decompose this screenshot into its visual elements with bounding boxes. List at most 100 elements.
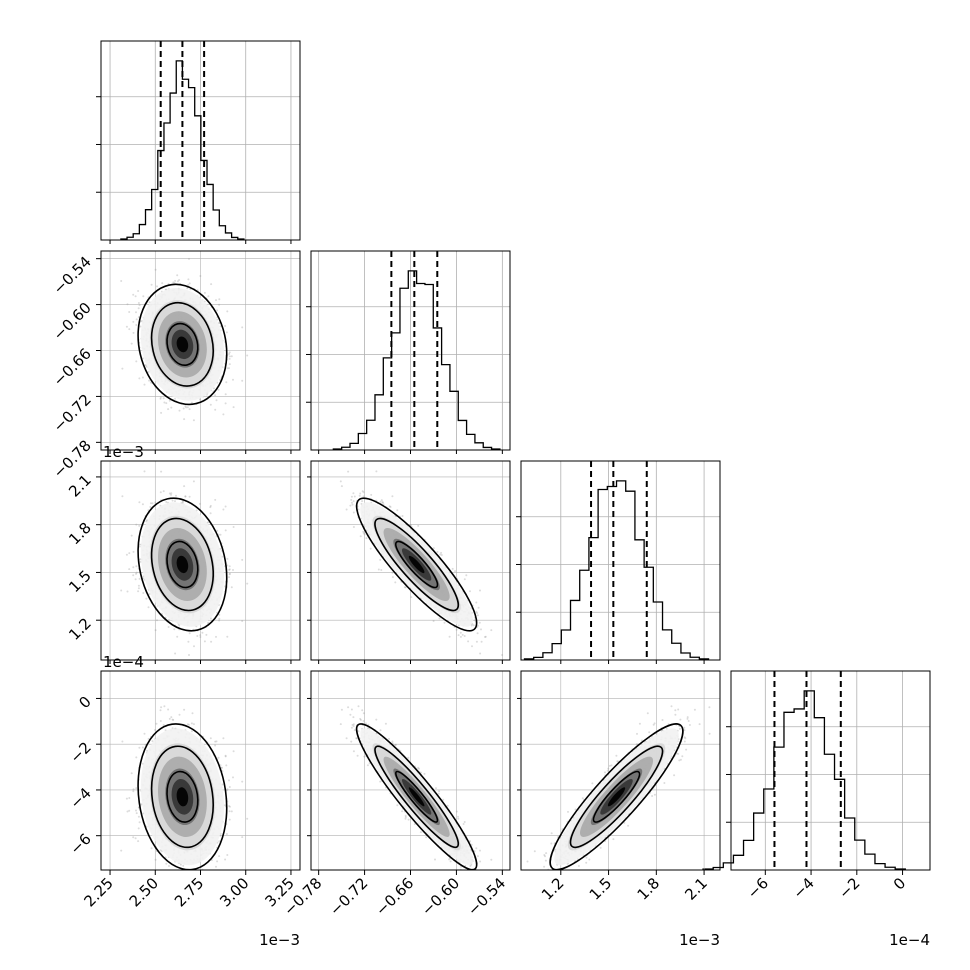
sample-point — [132, 293, 135, 296]
sample-point — [214, 394, 217, 397]
sample-point — [218, 617, 221, 620]
sample-point — [352, 500, 355, 503]
sample-point — [241, 379, 244, 382]
sample-point — [167, 626, 170, 628]
sample-point — [226, 310, 229, 313]
sample-point — [126, 590, 129, 593]
sample-point — [125, 553, 128, 556]
histogram-panel-2 — [306, 251, 510, 450]
sample-point — [137, 290, 140, 292]
sample-point — [216, 309, 219, 312]
sample-point — [128, 552, 131, 555]
sample-point — [159, 491, 162, 494]
sample-point — [241, 558, 244, 561]
sample-point — [174, 279, 177, 282]
sample-point — [120, 280, 123, 282]
sample-point — [359, 535, 362, 538]
sample-point — [228, 565, 231, 568]
density-fill — [140, 502, 225, 627]
sample-point — [178, 409, 181, 412]
sample-point — [218, 619, 221, 622]
sample-point — [120, 589, 123, 592]
sample-point — [219, 533, 222, 536]
sample-point — [135, 318, 138, 321]
sample-point — [165, 402, 168, 405]
sample-point — [121, 367, 124, 370]
sample-point — [230, 586, 233, 589]
sample-point — [188, 632, 191, 635]
sample-point — [215, 635, 217, 638]
sample-point — [139, 560, 142, 563]
sample-point — [132, 320, 135, 323]
sample-point — [225, 331, 228, 334]
sample-point — [215, 299, 217, 302]
sample-point — [210, 283, 213, 286]
sample-point — [128, 311, 131, 313]
sample-point — [350, 495, 353, 498]
sample-point — [241, 620, 244, 622]
sample-point — [228, 357, 231, 360]
scatter-panel-2-1 — [101, 251, 300, 450]
sample-point — [176, 635, 179, 638]
sample-point — [170, 406, 173, 409]
contour-line — [166, 322, 199, 366]
sample-point — [178, 624, 181, 627]
sample-point — [188, 495, 191, 498]
sample-point — [174, 652, 177, 655]
sample-point — [184, 495, 187, 498]
sample-point — [172, 281, 175, 284]
sample-point — [475, 601, 478, 604]
sample-point — [465, 574, 468, 577]
sample-point — [209, 504, 212, 507]
sample-point — [135, 311, 137, 314]
sample-point — [246, 582, 249, 585]
sample-point — [222, 508, 225, 511]
sample-point — [126, 303, 129, 306]
histogram-step-3 — [523, 480, 710, 660]
sample-point — [232, 378, 234, 381]
sample-point — [125, 325, 128, 328]
sample-point — [162, 397, 165, 400]
sample-point — [199, 275, 202, 277]
sample-point — [388, 505, 391, 508]
sample-point — [188, 408, 191, 411]
sample-point — [137, 302, 140, 304]
sample-point — [138, 501, 141, 504]
sample-point — [232, 526, 235, 528]
sample-point — [139, 325, 142, 328]
sample-point — [404, 586, 407, 589]
sample-point — [162, 490, 165, 493]
sample-point — [241, 326, 244, 329]
sample-point — [134, 578, 137, 581]
sample-point — [135, 571, 138, 574]
sample-point — [187, 284, 190, 286]
sample-point — [130, 342, 133, 345]
sample-point — [167, 618, 170, 621]
sample-point — [183, 418, 186, 421]
sample-point — [226, 635, 229, 638]
sample-point — [228, 572, 231, 575]
sample-point — [121, 495, 124, 498]
sample-point — [347, 470, 350, 473]
sample-point — [199, 634, 202, 637]
sample-point — [181, 501, 184, 504]
sample-point — [490, 629, 493, 632]
sample-point — [218, 322, 221, 324]
sample-point — [201, 631, 204, 634]
sample-point — [209, 403, 212, 406]
sample-point — [224, 393, 227, 396]
sample-point — [138, 543, 141, 546]
sample-point — [188, 257, 190, 260]
sample-point — [184, 495, 187, 498]
sample-point — [148, 593, 151, 595]
sample-point — [132, 574, 135, 577]
sample-point — [143, 470, 146, 473]
sample-point — [147, 371, 150, 373]
sample-point — [216, 529, 219, 532]
sample-point — [142, 592, 145, 594]
sample-point — [224, 402, 227, 405]
sample-point — [209, 506, 212, 509]
sample-point — [148, 379, 151, 382]
sample-point — [198, 398, 201, 401]
sample-point — [142, 357, 144, 360]
